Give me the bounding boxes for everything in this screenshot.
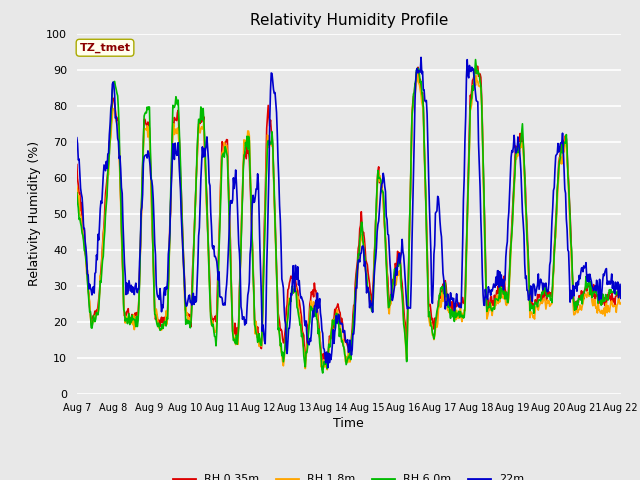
Legend: RH 0.35m, RH 1.8m, RH 6.0m, 22m: RH 0.35m, RH 1.8m, RH 6.0m, 22m [169,470,529,480]
Y-axis label: Relativity Humidity (%): Relativity Humidity (%) [28,141,40,286]
X-axis label: Time: Time [333,418,364,431]
Title: Relativity Humidity Profile: Relativity Humidity Profile [250,13,448,28]
Text: TZ_tmet: TZ_tmet [79,43,131,53]
